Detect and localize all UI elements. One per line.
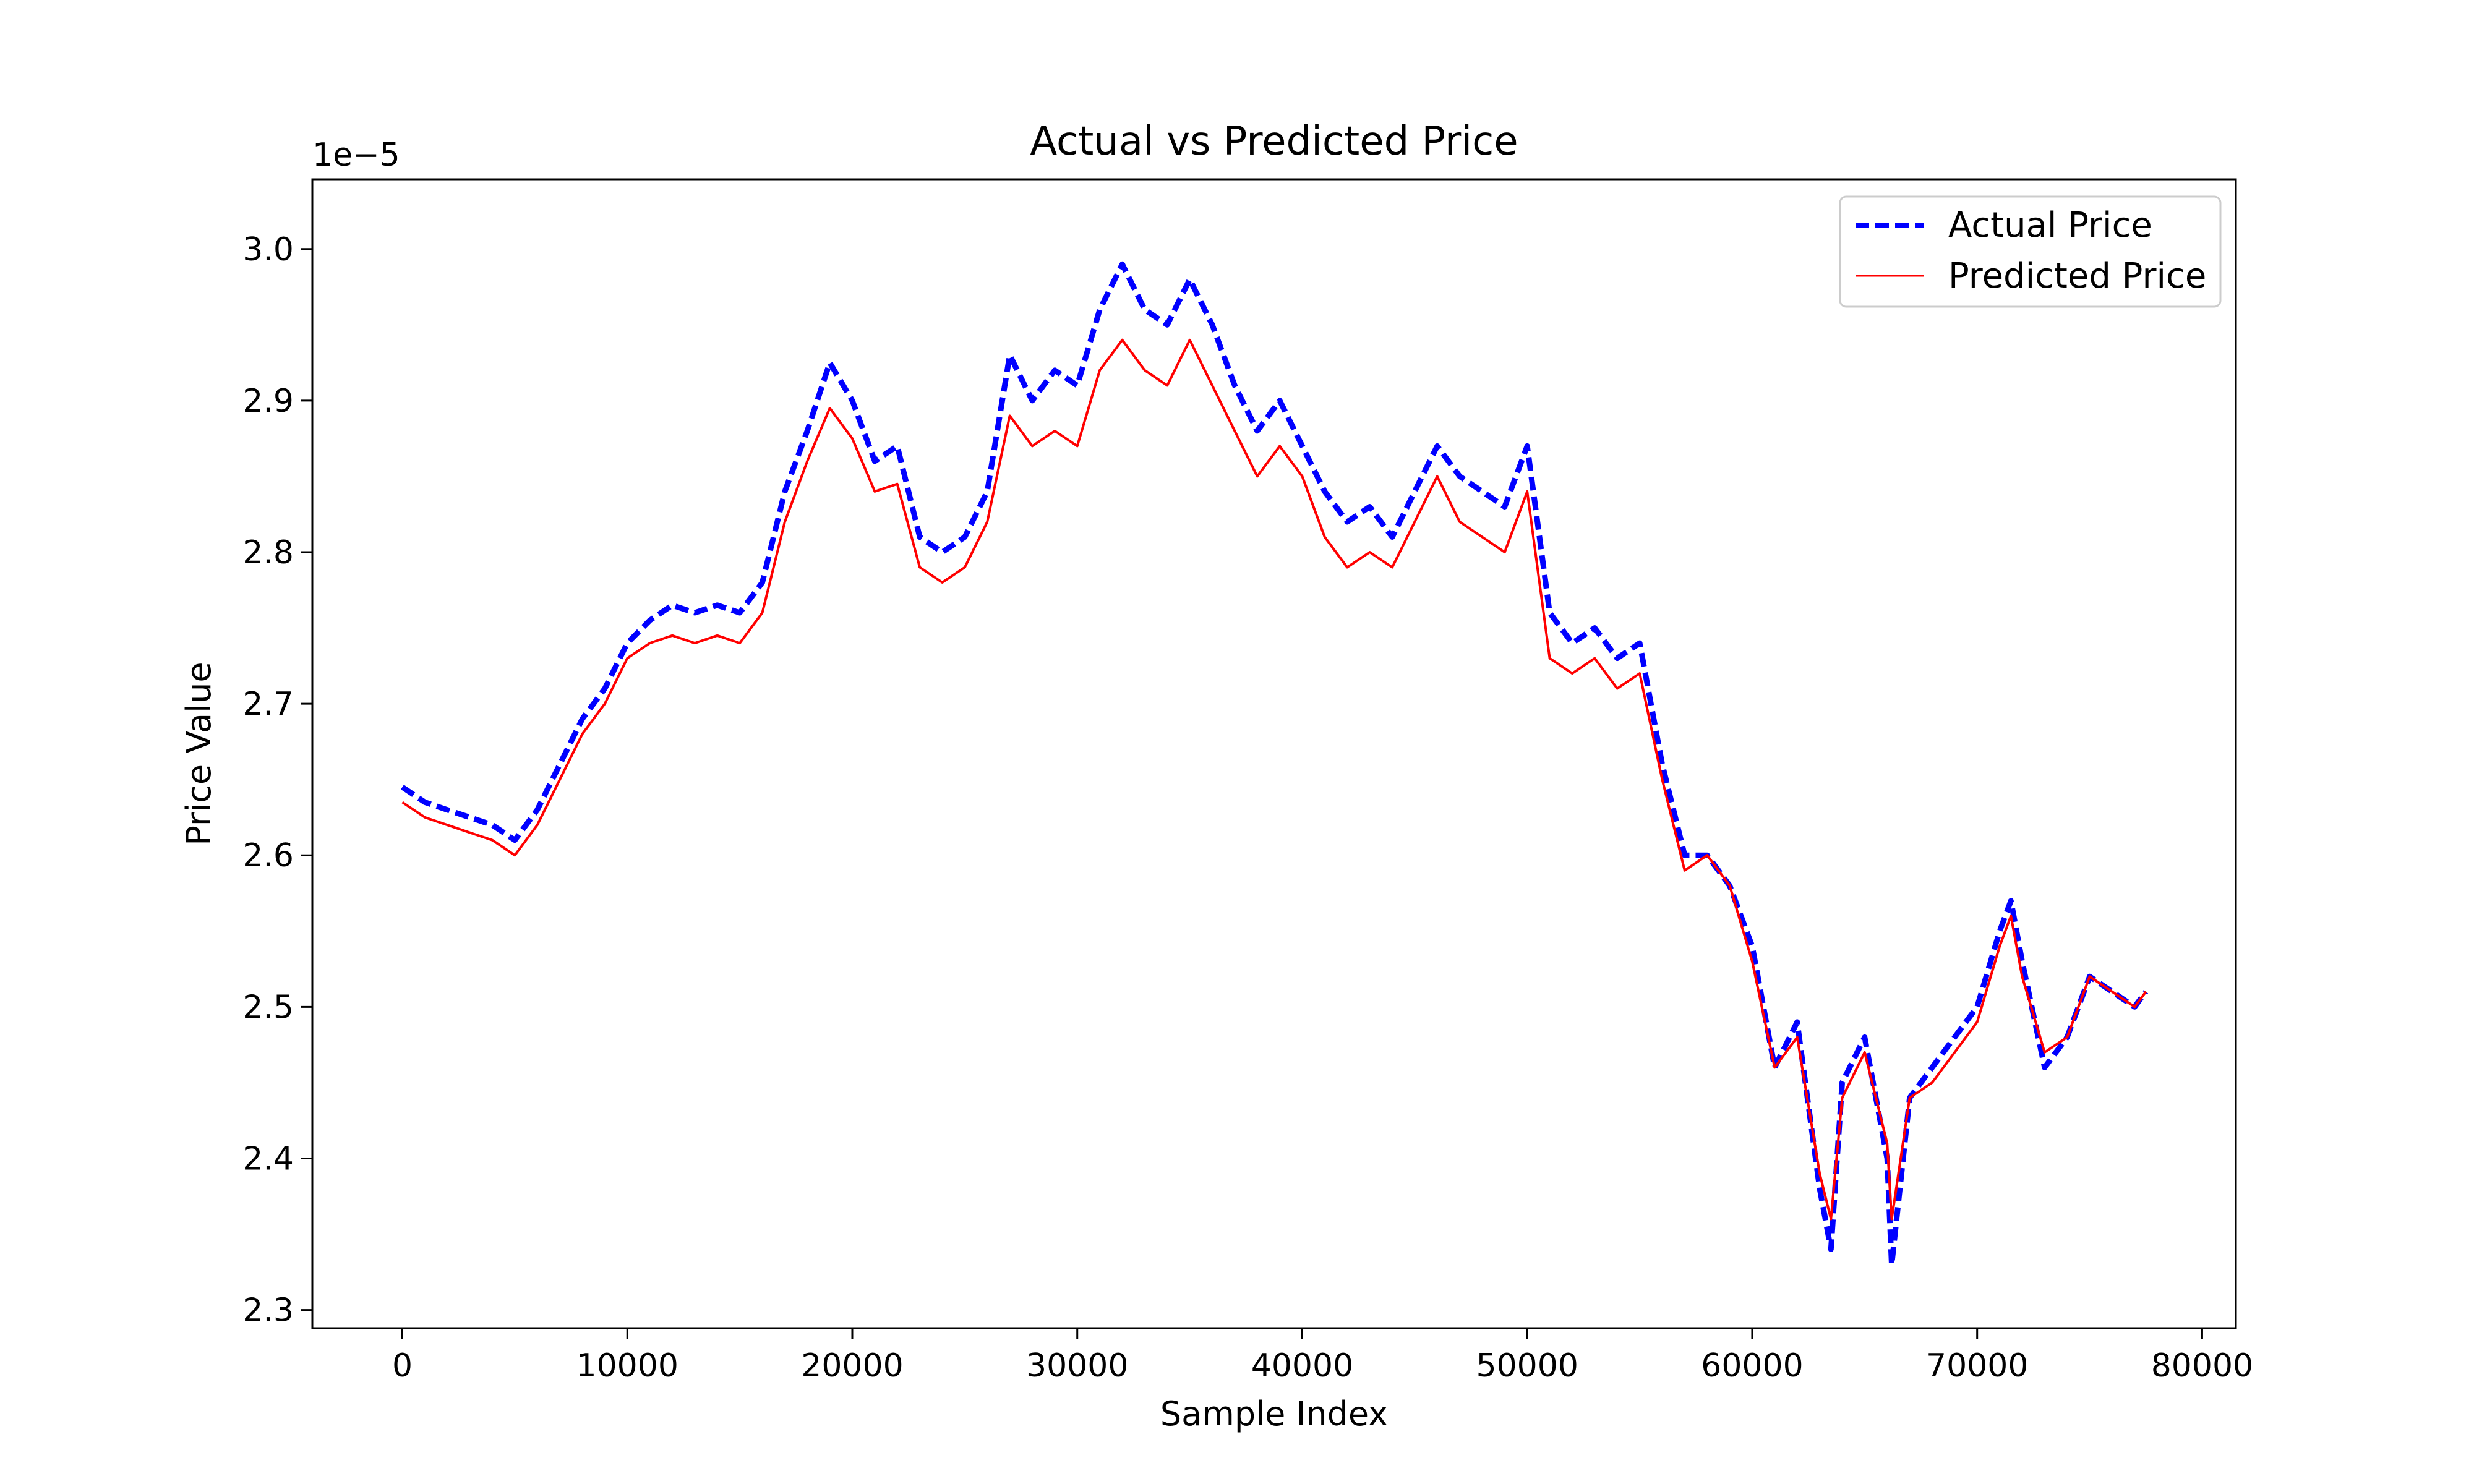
y-axis-offset-text: 1e−5 <box>312 137 400 174</box>
series-line-predicted-price <box>401 338 2147 1221</box>
legend-label-predicted-price: Predicted Price <box>1948 256 2206 296</box>
y-tick-label: 2.9 <box>242 383 294 420</box>
x-tick-label: 40000 <box>1251 1347 1353 1384</box>
x-tick-label: 0 <box>392 1347 413 1384</box>
x-tick-label: 60000 <box>1701 1347 1803 1384</box>
y-tick-label: 2.5 <box>242 989 294 1026</box>
y-axis-label: Price Value <box>179 662 218 845</box>
y-tick-label: 2.7 <box>242 686 294 723</box>
x-tick-label: 70000 <box>1926 1347 2028 1384</box>
x-tick-label: 50000 <box>1476 1347 1578 1384</box>
legend-label-actual-price: Actual Price <box>1948 205 2152 245</box>
x-tick-label: 20000 <box>801 1347 903 1384</box>
x-tick-label: 80000 <box>2151 1347 2253 1384</box>
y-tick-label: 2.6 <box>242 837 294 874</box>
x-tick-label: 30000 <box>1026 1347 1128 1384</box>
y-tick-label: 2.8 <box>242 534 294 571</box>
chart-title: Actual vs Predicted Price <box>1030 119 1518 164</box>
plot-frame <box>311 178 2237 1329</box>
y-axis-ticks: 2.3 2.4 2.5 2.6 2.7 2.8 2.9 3.0 <box>242 231 312 1329</box>
x-axis-label: Sample Index <box>1160 1394 1388 1433</box>
x-axis-ticks: 0 10000 20000 30000 40000 50000 60000 70000 8000… <box>392 1328 2253 1384</box>
y-tick-label: 2.3 <box>242 1292 294 1329</box>
x-tick-label: 10000 <box>576 1347 678 1384</box>
y-tick-label: 2.4 <box>242 1140 294 1177</box>
legend: Actual Price Predicted Price <box>1839 195 2222 308</box>
series-line-actual-price <box>400 261 2149 1268</box>
series-layer <box>400 261 2149 1268</box>
y-tick-label: 3.0 <box>242 231 294 268</box>
legend-box <box>1839 195 2222 308</box>
